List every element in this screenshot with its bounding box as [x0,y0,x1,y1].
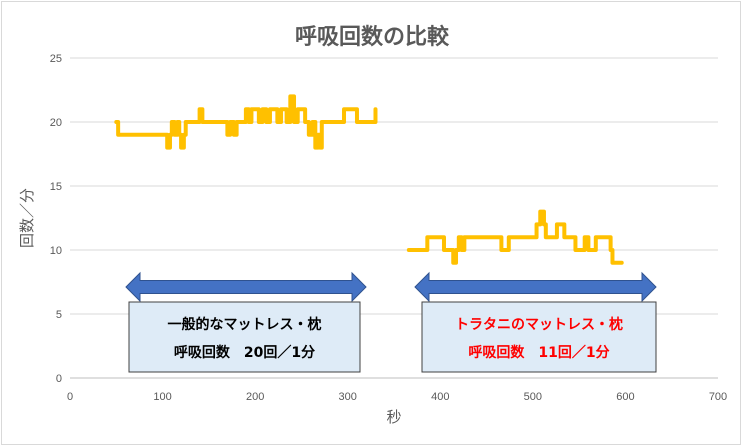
y-axis-title: 回数／分 [18,188,36,248]
y-tick-label: 5 [56,309,62,321]
y-tick-label: 10 [50,245,62,257]
annotation-box [128,301,361,373]
series-line [406,209,624,265]
y-tick-label: 25 [50,53,62,65]
x-tick-label: 100 [153,391,171,403]
series-lines [114,94,624,265]
annotation-line1: トラタニのマットレス・枕 [455,316,623,333]
x-tick-label: 500 [524,391,542,403]
x-tick-label: 0 [67,391,73,403]
y-tick-label: 0 [56,373,62,385]
x-tick-label: 400 [431,391,449,403]
x-axis-ticks: 0 100 200 300 400 500 600 700 [67,391,727,403]
double-arrow-icon [414,271,657,303]
y-tick-label: 15 [50,181,62,193]
x-tick-label: 600 [616,391,634,403]
x-tick-label: 300 [339,391,357,403]
annotation-line2: 呼吸回数 20回／1分 [174,344,315,361]
annotation-line1: 一般的なマットレス・枕 [168,316,322,333]
y-axis-ticks: 0 5 10 15 20 25 [50,53,62,385]
x-tick-label: 200 [246,391,264,403]
x-tick-label: 700 [709,391,727,403]
x-axis-title: 秒 [386,408,401,426]
chart-title: 呼吸回数の比較 [295,24,450,50]
annotation-line2: 呼吸回数 11回／1分 [468,344,609,361]
y-tick-label: 20 [50,117,62,129]
double-arrow-icon [125,271,367,303]
annotation-box [421,301,657,373]
series-line [114,94,378,150]
